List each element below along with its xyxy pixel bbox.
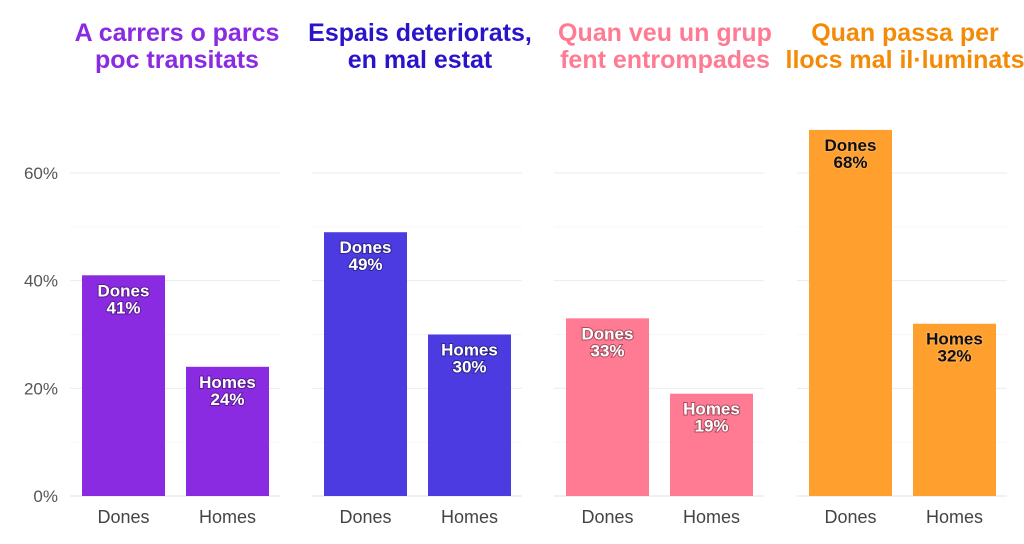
bar-homes — [428, 334, 511, 496]
data-label-value: 33% — [590, 341, 624, 360]
data-label-category: Homes — [926, 330, 983, 349]
data-label-category: Dones — [98, 281, 150, 300]
y-tick-label: 60% — [24, 164, 58, 183]
data-label-value: 68% — [833, 153, 867, 172]
bar-homes — [186, 366, 269, 496]
data-label-value: 19% — [694, 417, 728, 436]
data-label-value: 49% — [348, 255, 382, 274]
y-tick-label: 0% — [33, 487, 58, 506]
x-tick-label: Homes — [199, 507, 256, 527]
bar-homes — [670, 393, 753, 496]
x-tick-label: Dones — [824, 507, 876, 527]
data-label-category: Homes — [441, 341, 498, 360]
panel-title-2: Espais deteriorats, en mal estat — [308, 19, 532, 74]
bar-dones — [324, 232, 407, 496]
bar-dones — [809, 129, 892, 496]
x-tick-label: Dones — [339, 507, 391, 527]
data-label-value: 41% — [106, 298, 140, 317]
data-label-value: 30% — [452, 358, 486, 377]
x-tick-label: Homes — [441, 507, 498, 527]
data-label-value: 32% — [937, 347, 971, 366]
panel-title-4: Quan passa per llocs mal il·luminats — [785, 19, 1024, 74]
panel-title-1: A carrers o parcs poc transitats — [74, 19, 280, 74]
data-label-category: Homes — [199, 373, 256, 392]
data-label-category: Dones — [340, 238, 392, 257]
bar-dones — [566, 318, 649, 496]
data-label-value: 24% — [210, 390, 244, 409]
x-tick-label: Homes — [683, 507, 740, 527]
data-label-category: Dones — [582, 324, 634, 343]
x-tick-label: Dones — [581, 507, 633, 527]
y-tick-label: 40% — [24, 272, 58, 291]
bar-dones — [82, 275, 165, 496]
x-tick-label: Dones — [97, 507, 149, 527]
x-tick-label: Homes — [926, 507, 983, 527]
data-label-category: Dones — [825, 136, 877, 155]
data-label-category: Homes — [683, 400, 740, 419]
y-tick-label: 20% — [24, 379, 58, 398]
bar-homes — [913, 323, 996, 496]
panel-title-3: Quan veu un grup fent entrompades — [558, 19, 772, 74]
